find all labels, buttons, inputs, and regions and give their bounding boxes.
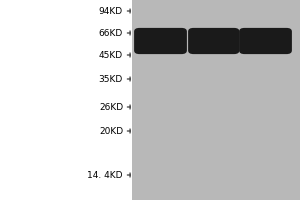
FancyBboxPatch shape [188,28,239,54]
Text: 20KD: 20KD [99,127,123,136]
Text: 94KD: 94KD [99,6,123,16]
Bar [132,0,300,200]
Text: 45KD: 45KD [99,50,123,60]
Bar [0,0,132,200]
FancyBboxPatch shape [134,28,187,54]
Text: 35KD: 35KD [99,74,123,84]
Text: 14. 4KD: 14. 4KD [88,170,123,180]
Text: 26KD: 26KD [99,102,123,112]
Text: 66KD: 66KD [99,28,123,38]
FancyBboxPatch shape [239,28,292,54]
